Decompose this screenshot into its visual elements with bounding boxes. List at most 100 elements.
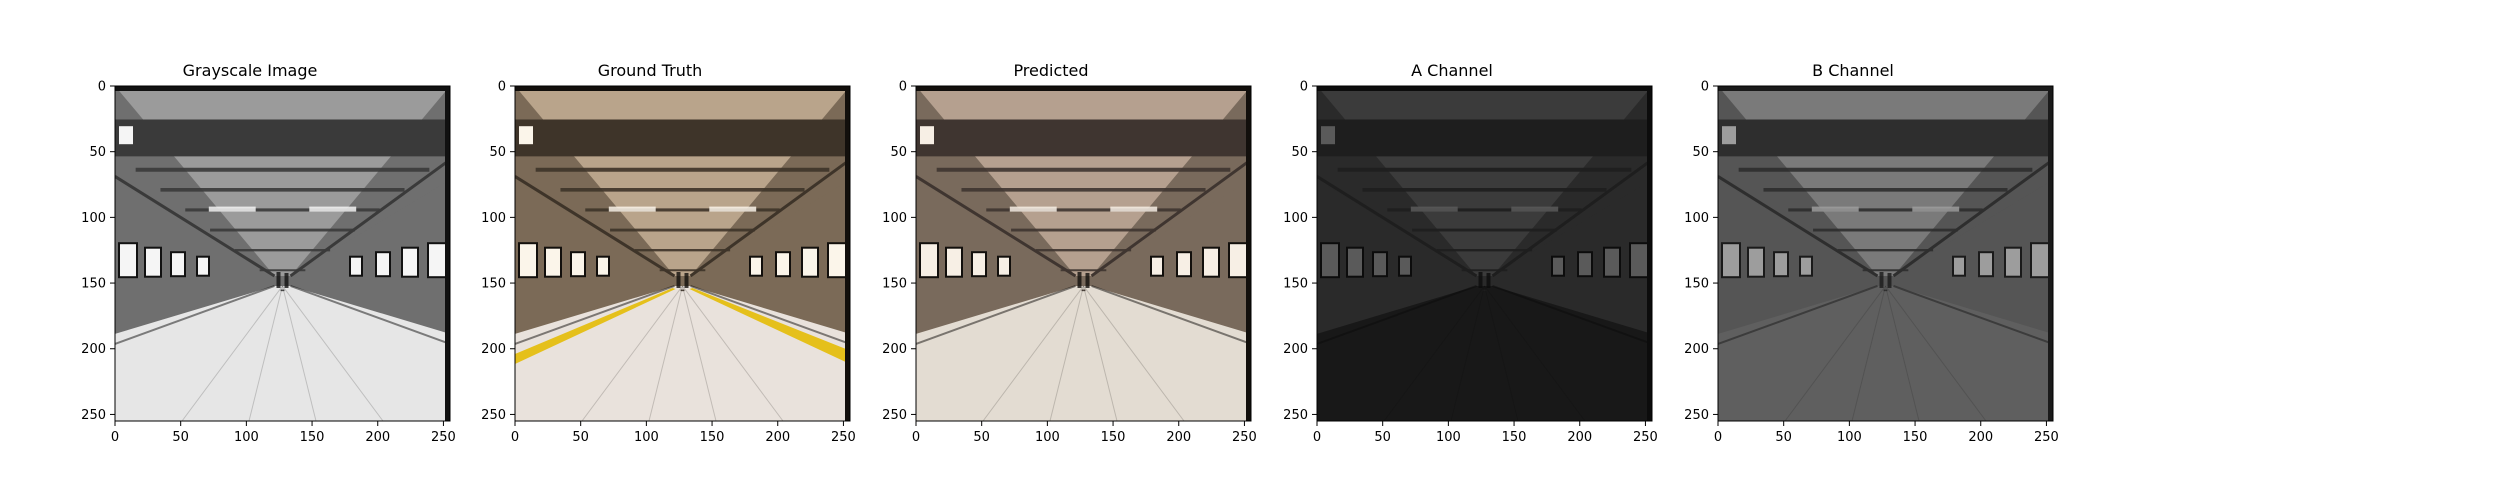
wall-poster [2004, 246, 2022, 278]
wall-poster [1320, 242, 1340, 279]
floor-seam [282, 285, 317, 421]
x-tick-label: 250 [431, 430, 456, 445]
x-tick-label: 250 [1633, 430, 1658, 445]
y-tick-label: 50 [1692, 145, 1709, 160]
film-border [445, 86, 450, 421]
wall-poster [945, 246, 963, 278]
left-wall [515, 179, 675, 334]
plot-area: 0 50 100 150 200 250 0 50 100 150 200 250 [1684, 80, 2059, 446]
axes-frame [915, 85, 1252, 422]
panel-predicted: Predicted 0 50 100 150 200 250 0 50 100 150 200 250 [801, 0, 1301, 500]
y-tick-label: 0 [1300, 80, 1308, 95]
y-tick-label: 200 [481, 342, 506, 357]
ceiling-beam [1718, 119, 2053, 157]
person-figure [284, 272, 289, 288]
ceiling-edge-right [1090, 158, 1251, 278]
axes-frame [1316, 85, 1653, 422]
y-tick-label: 150 [481, 277, 506, 292]
light-fixture [1811, 206, 1859, 212]
x-tick-label: 0 [511, 430, 519, 445]
wall-poster [1202, 246, 1220, 278]
y-tick-label: 100 [882, 211, 907, 226]
x-tick-label: 150 [1502, 430, 1527, 445]
floor-seam [282, 285, 384, 421]
plot-area: 0 50 100 150 200 250 0 50 100 150 200 250 [81, 80, 456, 446]
wall-poster [401, 246, 419, 278]
platform-edge [115, 285, 275, 345]
left-wall [916, 179, 1076, 334]
x-tick-label: 100 [1837, 430, 1862, 445]
right-wall [1492, 179, 1652, 334]
person-figure [1887, 272, 1892, 288]
ceiling-beam [115, 119, 450, 157]
platform-edge [515, 285, 675, 345]
wall-poster [1577, 251, 1593, 278]
ceiling-edge-right [1491, 158, 1652, 278]
safety-stripe [689, 287, 850, 365]
film-border [1647, 86, 1652, 421]
y-tick-label: 0 [98, 80, 106, 95]
light-fixture [1912, 206, 1960, 212]
x-tick-label: 0 [912, 430, 920, 445]
film-border [1246, 86, 1251, 421]
left-wall [1317, 179, 1477, 334]
wall-poster [1721, 242, 1741, 279]
y-tick-label: 100 [1283, 211, 1308, 226]
x-tick-label: 150 [1903, 430, 1928, 445]
floor-seam [581, 285, 683, 421]
image-content [1718, 86, 2053, 421]
y-tick-label: 100 [81, 211, 106, 226]
floor-seam [1383, 285, 1485, 421]
ceiling-edge-left [115, 175, 276, 278]
wall-poster [1747, 246, 1765, 278]
axes-frame [514, 85, 851, 422]
ceiling-edge-right [1892, 158, 2053, 278]
y-tick-label: 100 [481, 211, 506, 226]
panel-a-channel: A Channel 0 50 100 150 200 250 0 50 100 150 200 250 [1202, 0, 1702, 500]
floor-seam [682, 285, 784, 421]
y-tick-label: 200 [882, 342, 907, 357]
person-figure [676, 271, 681, 288]
wall-poster [919, 242, 939, 279]
wall-poster [349, 255, 363, 277]
wall-poster [1799, 255, 1813, 277]
floor-seam [648, 285, 683, 421]
panel-title: A Channel [1411, 61, 1493, 80]
light-fixture [709, 206, 757, 212]
wall-poster [118, 242, 138, 279]
wall-poster [997, 255, 1011, 277]
floor-seam [1885, 285, 1920, 421]
wall-poster [1150, 255, 1164, 277]
wall-poster [196, 255, 210, 277]
floor-seam [1083, 285, 1118, 421]
left-wall [115, 179, 275, 334]
wall-poster [570, 251, 586, 278]
wall-poster [518, 242, 538, 279]
y-tick-label: 150 [882, 277, 907, 292]
wall-poster [1372, 251, 1388, 278]
film-border [916, 86, 1251, 91]
x-tick-label: 50 [172, 430, 189, 445]
platform-edge [1317, 285, 1477, 345]
y-tick-label: 100 [1684, 211, 1709, 226]
image-content [1317, 86, 1652, 421]
person-figure [1478, 271, 1483, 288]
floor-seam [1484, 285, 1519, 421]
light-fixture [920, 126, 934, 145]
floor-seam [181, 285, 283, 421]
ceiling-edge-left [1317, 175, 1478, 278]
x-tick-label: 0 [111, 430, 119, 445]
ceiling-edge-right [289, 158, 450, 278]
y-tick-label: 50 [1291, 145, 1308, 160]
panel-b-channel: B Channel 0 50 100 150 200 250 0 50 100 150 200 250 [1603, 0, 2103, 500]
wall-poster [596, 255, 610, 277]
wall-poster [801, 246, 819, 278]
person-figure [1085, 272, 1090, 288]
light-fixture [1321, 126, 1335, 145]
light-fixture [1410, 206, 1458, 212]
y-tick-label: 50 [489, 145, 506, 160]
panel-title: Grayscale Image [182, 61, 318, 80]
y-tick-label: 250 [882, 408, 907, 423]
plot-area: 0 50 100 150 200 250 0 50 100 150 200 250 [481, 80, 856, 446]
